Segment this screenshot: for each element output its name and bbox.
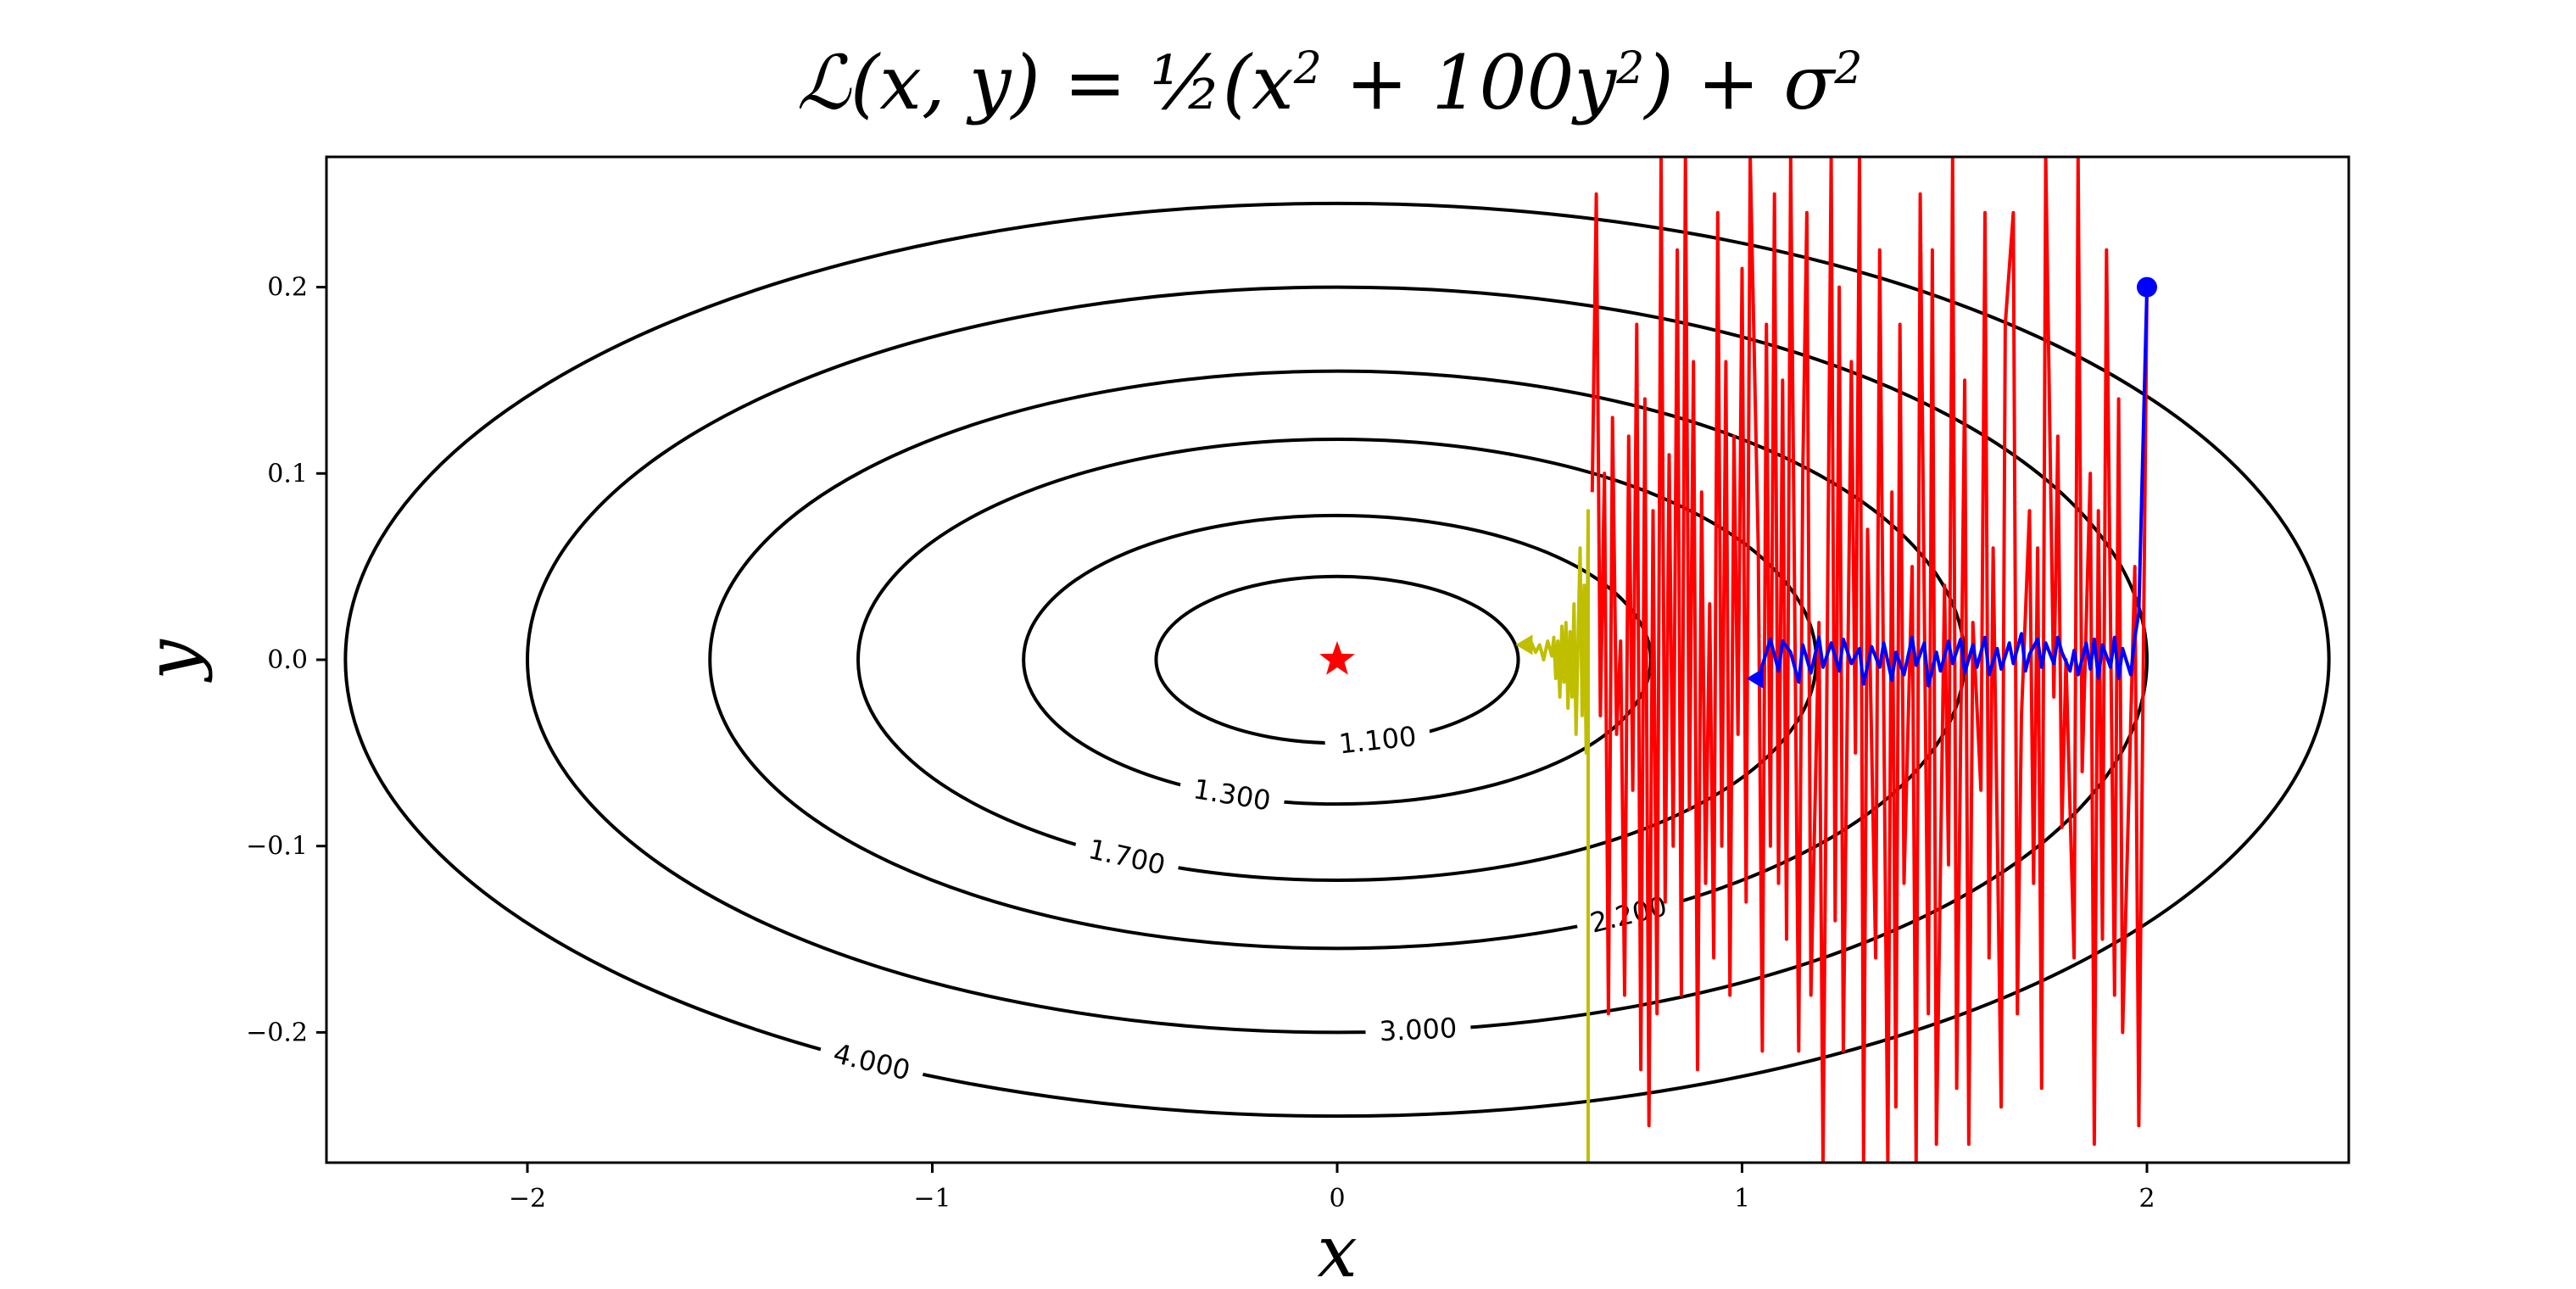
title-part: 2 <box>1615 43 1644 94</box>
x-tick-label: 0 <box>1329 1184 1345 1214</box>
contour-label: 3.000 <box>1379 1012 1458 1047</box>
title-part: + 100y <box>1322 39 1618 126</box>
title-part: ) + σ <box>1642 39 1837 126</box>
y-tick-label: 0.2 <box>267 273 308 303</box>
title-part: (x <box>1223 39 1294 126</box>
y-axis-label: y <box>131 639 214 684</box>
y-tick-label: −0.2 <box>246 1018 308 1047</box>
x-tick-label: −2 <box>509 1184 546 1214</box>
y-tick-label: −0.1 <box>246 832 308 862</box>
x-tick-label: −1 <box>913 1184 951 1214</box>
contour-level-4.000 <box>343 201 2331 1119</box>
x-axis-ticks: −2 −1 0 1 2 <box>509 1163 2155 1214</box>
y-tick-label: 0.0 <box>267 645 308 675</box>
y-tick-label: 0.1 <box>267 459 308 488</box>
contour-label-gap <box>817 1032 928 1091</box>
title-part: ℒ(x, y) = <box>796 39 1150 126</box>
x-axis-label: x <box>1317 1210 1357 1289</box>
start-point-marker <box>2137 276 2157 298</box>
optimizer-trajectories <box>1526 157 2149 1163</box>
contour-label-gap <box>1323 717 1432 762</box>
contour-level-1.700 <box>856 438 1818 882</box>
contour-label-gap <box>1072 828 1183 884</box>
contour-label-gap <box>1177 768 1287 820</box>
contour-level-3.000 <box>526 285 2149 1035</box>
title-part: ½ <box>1151 39 1223 126</box>
contour-label-group: 3.000 <box>1364 1009 1472 1049</box>
trajectory-end-marker <box>1746 667 1764 689</box>
title-part: 2 <box>1833 43 1862 94</box>
trajectory-end-marker <box>1515 634 1533 656</box>
x-tick-label: 1 <box>1734 1184 1750 1214</box>
trajectory-series-0 <box>1590 157 2149 1163</box>
contour-label-gap <box>1364 1009 1472 1049</box>
title-part: 2 <box>1293 43 1322 94</box>
chart-title: ℒ(x, y) = ½(x2 + 100y2) + σ2 <box>796 39 1862 126</box>
trajectory-series-1 <box>1756 287 2149 688</box>
trajectory-series-2 <box>1526 509 1590 1163</box>
optimum-star-marker <box>1319 641 1355 675</box>
y-axis-ticks: −0.2 −0.1 0.0 0.1 0.2 <box>246 273 326 1047</box>
x-tick-label: 2 <box>2138 1184 2155 1214</box>
trajectory-markers <box>1319 276 2157 689</box>
